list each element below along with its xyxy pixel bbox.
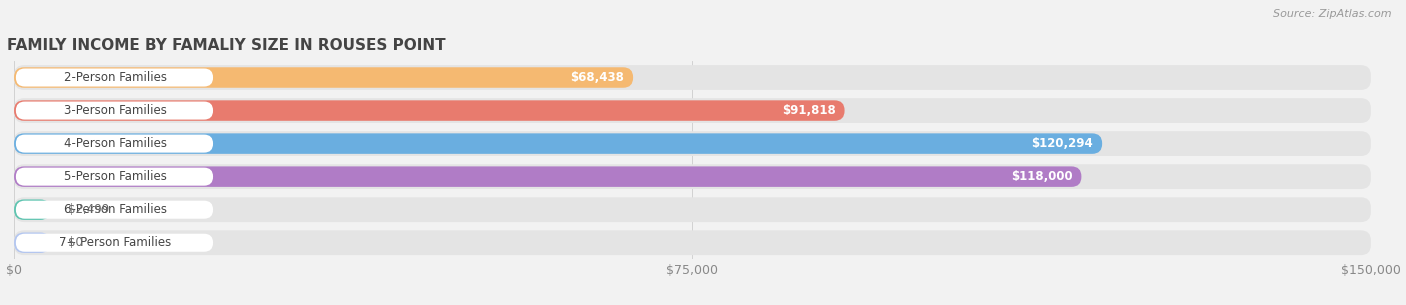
Text: FAMILY INCOME BY FAMALIY SIZE IN ROUSES POINT: FAMILY INCOME BY FAMALIY SIZE IN ROUSES …: [7, 38, 446, 53]
FancyBboxPatch shape: [14, 98, 1371, 123]
FancyBboxPatch shape: [14, 232, 51, 253]
Text: 2-Person Families: 2-Person Families: [63, 71, 167, 84]
Text: 7+ Person Families: 7+ Person Families: [59, 236, 172, 249]
Text: $120,294: $120,294: [1032, 137, 1092, 150]
Text: 6-Person Families: 6-Person Families: [63, 203, 167, 216]
Text: $2,499: $2,499: [69, 203, 110, 216]
Text: $0: $0: [69, 236, 83, 249]
Text: 5-Person Families: 5-Person Families: [63, 170, 167, 183]
FancyBboxPatch shape: [14, 199, 51, 220]
Text: 3-Person Families: 3-Person Families: [63, 104, 167, 117]
FancyBboxPatch shape: [14, 197, 1371, 222]
FancyBboxPatch shape: [15, 234, 214, 252]
Text: $91,818: $91,818: [782, 104, 835, 117]
FancyBboxPatch shape: [14, 100, 845, 121]
FancyBboxPatch shape: [14, 133, 1102, 154]
FancyBboxPatch shape: [14, 131, 1371, 156]
FancyBboxPatch shape: [15, 201, 214, 219]
Text: $118,000: $118,000: [1011, 170, 1073, 183]
FancyBboxPatch shape: [14, 67, 633, 88]
FancyBboxPatch shape: [14, 230, 1371, 255]
FancyBboxPatch shape: [15, 102, 214, 120]
Text: Source: ZipAtlas.com: Source: ZipAtlas.com: [1274, 9, 1392, 19]
FancyBboxPatch shape: [14, 167, 1081, 187]
FancyBboxPatch shape: [14, 164, 1371, 189]
FancyBboxPatch shape: [15, 135, 214, 152]
FancyBboxPatch shape: [15, 168, 214, 186]
Text: $68,438: $68,438: [571, 71, 624, 84]
FancyBboxPatch shape: [14, 65, 1371, 90]
FancyBboxPatch shape: [15, 69, 214, 87]
Text: 4-Person Families: 4-Person Families: [63, 137, 167, 150]
